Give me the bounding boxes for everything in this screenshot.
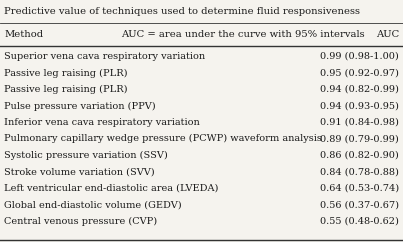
- Text: 0.95 (0.92-0.97): 0.95 (0.92-0.97): [320, 68, 399, 77]
- Text: AUC: AUC: [376, 30, 399, 39]
- Text: Left ventricular end-diastolic area (LVEDA): Left ventricular end-diastolic area (LVE…: [4, 184, 218, 193]
- Text: Superior vena cava respiratory variation: Superior vena cava respiratory variation: [4, 52, 205, 61]
- Text: Passive leg raising (PLR): Passive leg raising (PLR): [4, 68, 127, 78]
- Text: Systolic pressure variation (SSV): Systolic pressure variation (SSV): [4, 151, 168, 160]
- Text: 0.91 (0.84-0.98): 0.91 (0.84-0.98): [320, 118, 399, 127]
- Text: 0.94 (0.82-0.99): 0.94 (0.82-0.99): [320, 85, 399, 94]
- Text: 0.89 (0.79-0.99): 0.89 (0.79-0.99): [320, 134, 399, 143]
- Text: Method: Method: [4, 30, 43, 39]
- Text: 0.55 (0.48-0.62): 0.55 (0.48-0.62): [320, 217, 399, 226]
- Text: 0.94 (0.93-0.95): 0.94 (0.93-0.95): [320, 101, 399, 110]
- Text: Pulse pressure variation (PPV): Pulse pressure variation (PPV): [4, 101, 156, 111]
- Text: 0.56 (0.37-0.67): 0.56 (0.37-0.67): [320, 200, 399, 209]
- Text: 0.86 (0.82-0.90): 0.86 (0.82-0.90): [320, 151, 399, 160]
- Text: AUC = area under the curve with 95% intervals: AUC = area under the curve with 95% inte…: [121, 30, 365, 39]
- Text: 0.99 (0.98-1.00): 0.99 (0.98-1.00): [320, 52, 399, 61]
- Text: Central venous pressure (CVP): Central venous pressure (CVP): [4, 217, 157, 226]
- Text: Global end-diastolic volume (GEDV): Global end-diastolic volume (GEDV): [4, 200, 182, 209]
- Text: Predictive value of techniques used to determine fluid responsiveness: Predictive value of techniques used to d…: [4, 7, 360, 16]
- Text: Passive leg raising (PLR): Passive leg raising (PLR): [4, 85, 127, 94]
- Text: Stroke volume variation (SVV): Stroke volume variation (SVV): [4, 167, 155, 176]
- Text: Inferior vena cava respiratory variation: Inferior vena cava respiratory variation: [4, 118, 200, 127]
- Text: Pulmonary capillary wedge pressure (PCWP) waveform analysis: Pulmonary capillary wedge pressure (PCWP…: [4, 134, 322, 144]
- Text: 0.64 (0.53-0.74): 0.64 (0.53-0.74): [320, 184, 399, 193]
- Text: 0.84 (0.78-0.88): 0.84 (0.78-0.88): [320, 167, 399, 176]
